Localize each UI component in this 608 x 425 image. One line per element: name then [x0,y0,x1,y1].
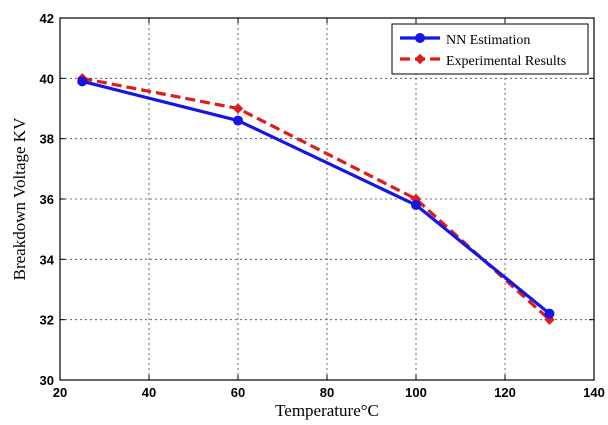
legend-label-experimental: Experimental Results [446,54,566,69]
series-lines [77,73,555,325]
series-line-nn-estimation [81,79,551,315]
y-tick-label: 38 [40,132,54,147]
legend: NN Estimation Experimental Results [391,23,589,75]
y-tick-label: 34 [40,252,55,267]
x-tick-label: 120 [494,385,516,400]
x-tick-label: 40 [142,385,156,400]
y-tick-label: 32 [40,313,54,328]
data-point-experimental [232,103,244,114]
x-tick-label: 80 [320,385,334,400]
y-tick-label: 30 [40,373,54,388]
data-point-nn-estimation [77,76,88,87]
y-tick-label: 42 [40,11,54,26]
x-tick-label: 100 [405,385,427,400]
x-tick-label: 60 [231,385,245,400]
data-point-nn-estimation [544,308,555,319]
legend-label-nn: NN Estimation [446,33,530,48]
x-axis-title: Temperature°C [275,401,379,420]
data-point-nn-estimation [233,115,243,126]
y-tick-label: 36 [40,192,54,207]
legend-marker-nn [415,33,425,43]
legend-box [391,23,589,75]
y-axis-title: Breakdown Voltage KV [10,117,29,280]
y-tick-label: 40 [40,71,54,86]
data-point-nn-estimation [411,200,421,211]
x-tick-label: 140 [583,385,605,400]
legend-marker-experimental [414,53,426,65]
tick-labels: 20 40 60 80 100 120 140 30 32 34 36 38 40 42 [40,11,605,400]
grid [60,18,594,380]
x-tick-label: 20 [53,385,67,400]
series-line-experimental [81,76,551,321]
